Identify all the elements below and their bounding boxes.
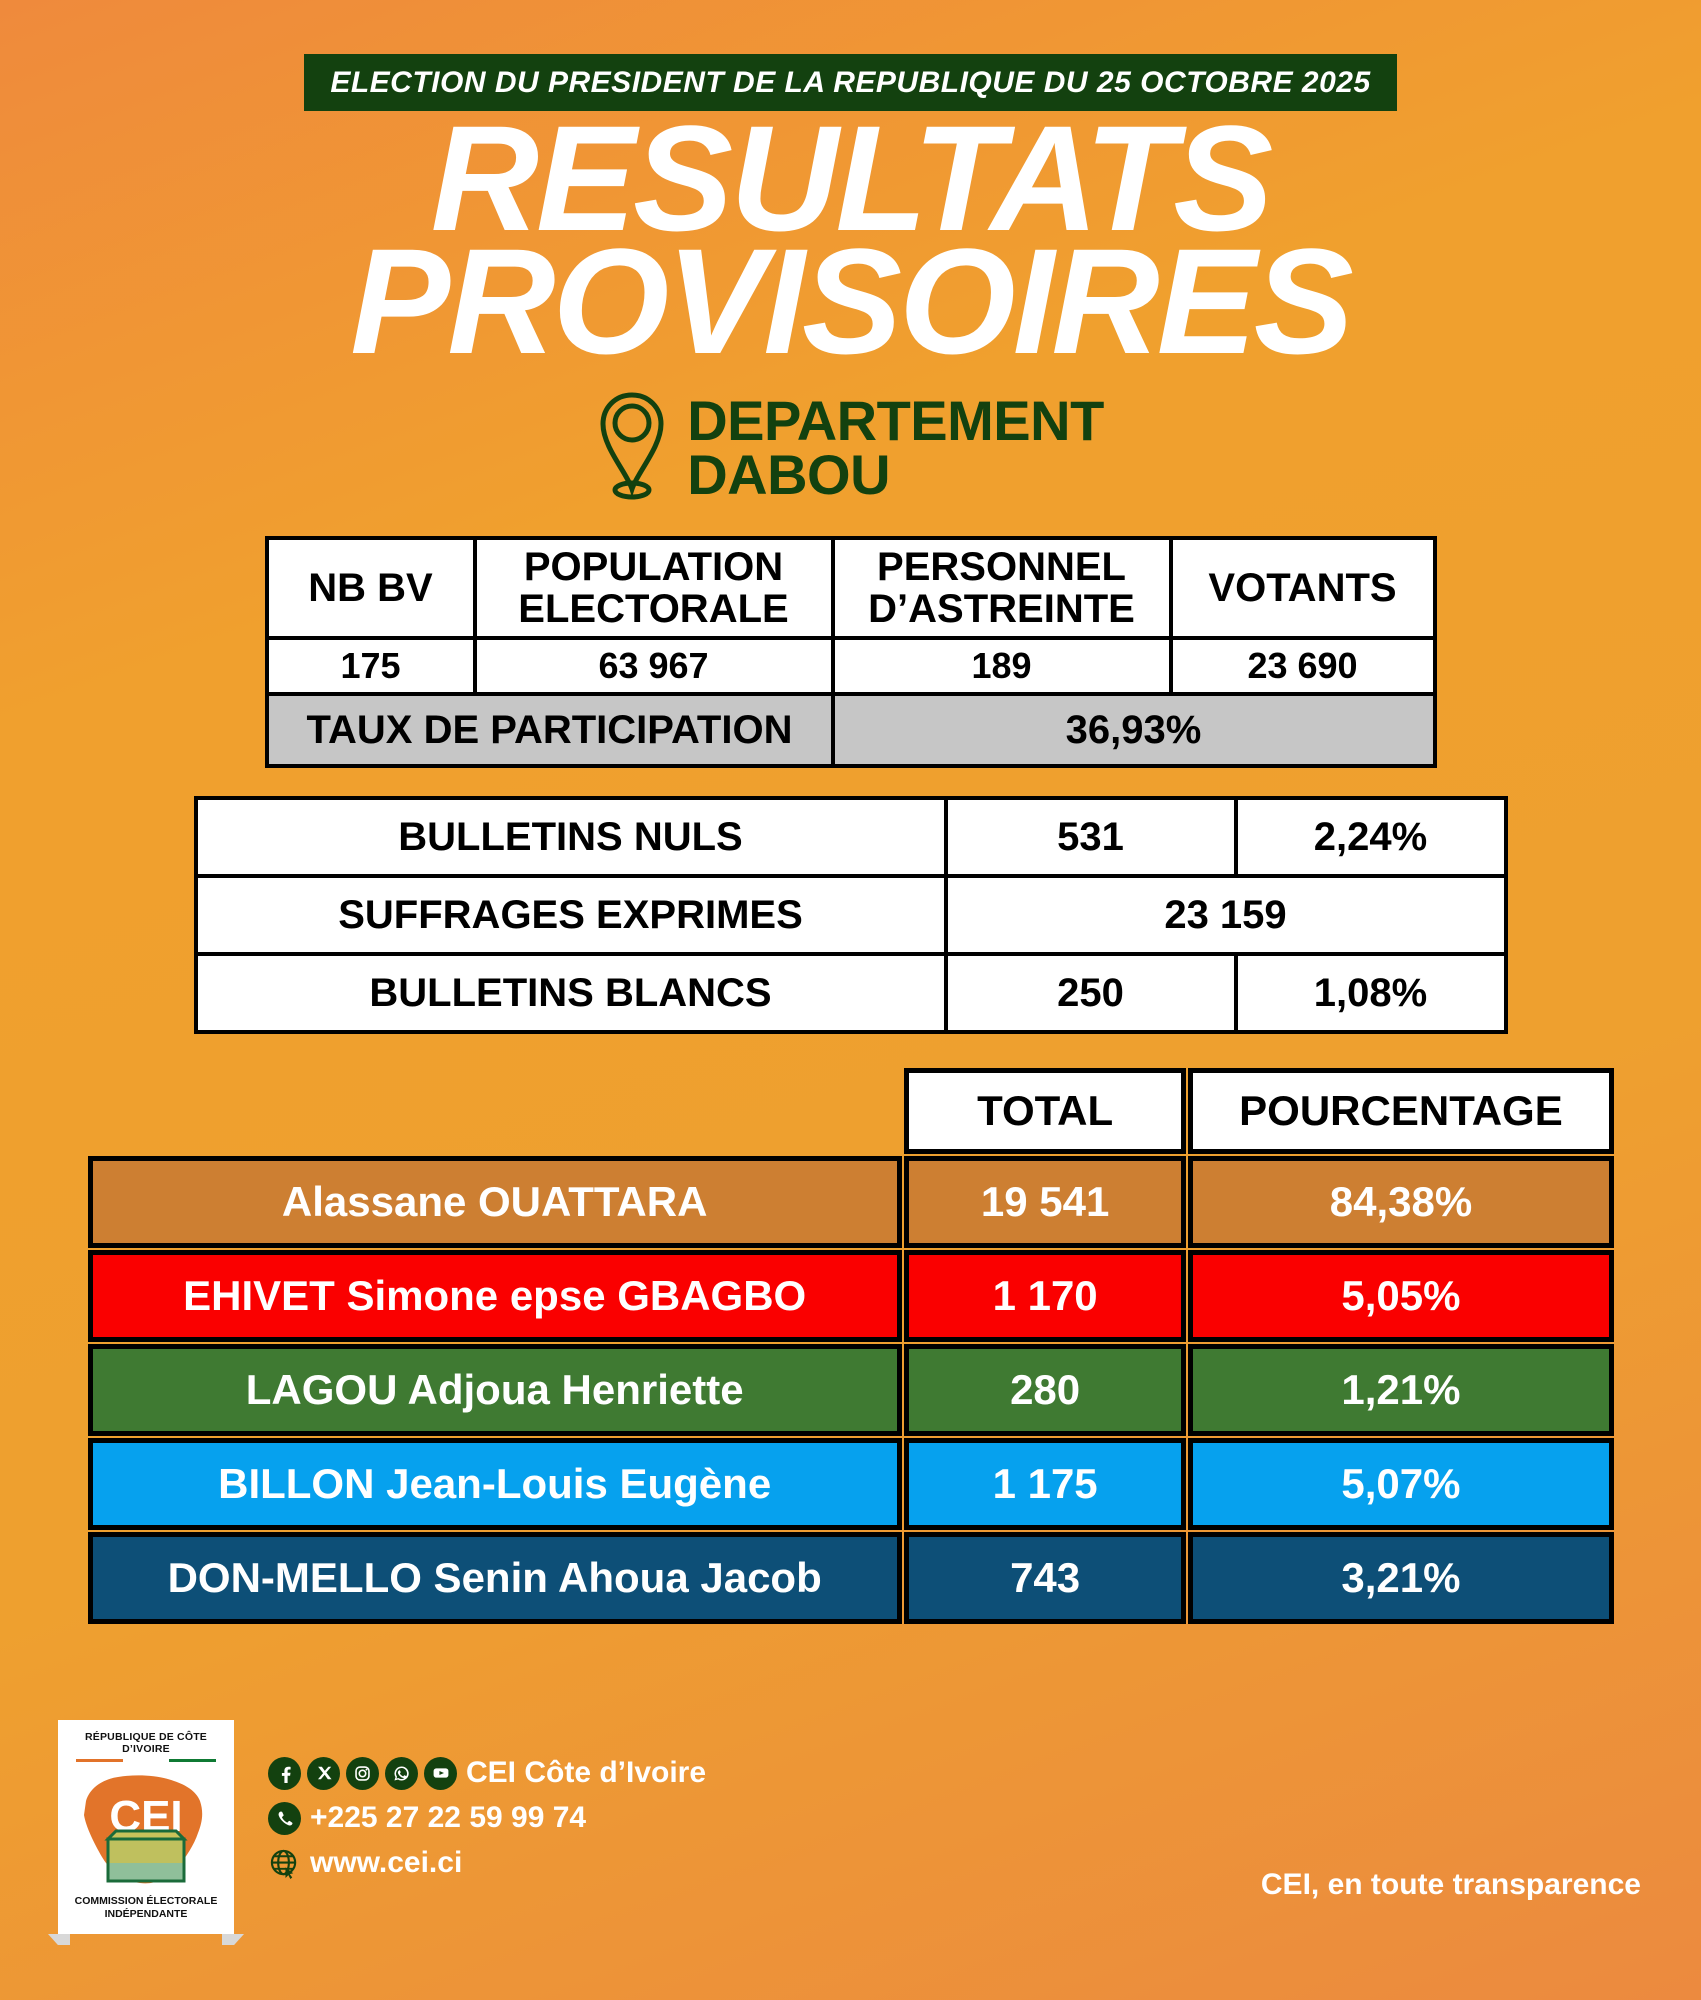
department-heading: DEPARTEMENT DABOU: [0, 389, 1701, 506]
phone-number: +225 27 22 59 99 74: [310, 1801, 587, 1834]
candidate-name: LAGOU Adjoua Henriette: [87, 1344, 902, 1436]
header-personnel-astreinte: PERSONNEL D’ASTREINTE: [830, 536, 1173, 640]
cei-logo: RÉPUBLIQUE DE CÔTE D’IVOIRE CEI COMMISSI…: [48, 1720, 244, 1945]
page-title: RESULTATS PROVISOIRES: [0, 103, 1701, 385]
youtube-icon[interactable]: [424, 1756, 457, 1790]
ballots-section: BULLETINS NULS 531 2,24% SUFFRAGES EXPRI…: [0, 796, 1701, 1034]
logo-commission-line1: COMMISSION ÉLECTORALE: [74, 1895, 218, 1907]
summary-stats-table: NB BV POPULATION ELECTORALE PERSONNEL D’…: [264, 536, 1437, 768]
table-row: SUFFRAGES EXPRIMES 23 159: [193, 874, 1508, 956]
table-row: BULLETINS BLANCS 250 1,08%: [193, 952, 1508, 1034]
title-line-2: PROVISOIRES: [350, 217, 1354, 385]
header-personnel-line2: D’ASTREINTE: [868, 587, 1135, 631]
social-row: CEI Côte d’Ivoire: [268, 1756, 706, 1790]
candidates-section: TOTAL POURCENTAGE Alassane OUATTARA 19 5…: [0, 1066, 1701, 1626]
label-bulletins-blancs: BULLETINS BLANCS: [193, 952, 948, 1034]
instagram-icon[interactable]: [346, 1756, 379, 1790]
page-header: ELECTION DU PRESIDENT DE LA REPUBLIQUE D…: [0, 0, 1701, 385]
candidate-name: BILLON Jean-Louis Eugène: [87, 1438, 902, 1530]
whatsapp-icon[interactable]: [385, 1756, 418, 1790]
table-row: EHIVET Simone epse GBAGBO 1 170 5,05%: [87, 1250, 1614, 1342]
count-suffrages-exprimes: 23 159: [943, 874, 1508, 956]
header-population-line2: ELECTORALE: [518, 587, 789, 631]
table-row: NB BV POPULATION ELECTORALE PERSONNEL D’…: [264, 536, 1437, 640]
globe-icon[interactable]: [268, 1847, 301, 1880]
table-row: LAGOU Adjoua Henriette 280 1,21%: [87, 1344, 1614, 1436]
candidate-total: 280: [903, 1344, 1187, 1436]
candidate-name: DON-MELLO Senin Ahoua Jacob: [87, 1532, 902, 1624]
percent-bulletins-nuls: 2,24%: [1233, 796, 1508, 878]
header-total: TOTAL: [903, 1068, 1187, 1154]
candidates-header-row: TOTAL POURCENTAGE: [88, 1068, 1614, 1154]
logo-commission-text: COMMISSION ÉLECTORALE INDÉPENDANTE: [66, 1895, 226, 1920]
contact-block: CEI Côte d’Ivoire +225 27 22 59 99 74 ww…: [268, 1720, 706, 1891]
website-row: www.cei.ci: [268, 1846, 706, 1880]
social-icons: [268, 1756, 457, 1790]
logo-stand: [48, 1934, 244, 1945]
x-twitter-icon[interactable]: [307, 1756, 340, 1790]
summary-stats-section: NB BV POPULATION ELECTORALE PERSONNEL D’…: [0, 536, 1701, 768]
page-footer: RÉPUBLIQUE DE CÔTE D’IVOIRE CEI COMMISSI…: [0, 1700, 1701, 2000]
candidate-percent: 5,05%: [1188, 1250, 1614, 1342]
label-suffrages-exprimes: SUFFRAGES EXPRIMES: [193, 874, 948, 956]
logo-commission-line2: INDÉPENDANTE: [104, 1907, 188, 1920]
value-nb-bv: 175: [264, 636, 477, 696]
candidate-name: EHIVET Simone epse GBAGBO: [87, 1250, 902, 1342]
value-taux-participation: 36,93%: [830, 692, 1437, 768]
department-name: DEPARTEMENT DABOU: [687, 389, 1104, 506]
table-row: Alassane OUATTARA 19 541 84,38%: [87, 1156, 1614, 1248]
label-bulletins-nuls: BULLETINS NULS: [193, 796, 948, 878]
logo-flag-rule: [76, 1759, 217, 1762]
header-personnel-line1: PERSONNEL: [877, 545, 1126, 589]
candidate-total: 19 541: [903, 1156, 1187, 1248]
ballots-table: BULLETINS NULS 531 2,24% SUFFRAGES EXPRI…: [193, 796, 1508, 1034]
title-line-1: RESULTATS: [430, 94, 1274, 262]
website-url: www.cei.ci: [310, 1846, 463, 1879]
value-population-electorale: 63 967: [472, 636, 835, 696]
social-handle: CEI Côte d’Ivoire: [466, 1756, 707, 1789]
percent-bulletins-blancs: 1,08%: [1233, 952, 1508, 1034]
header-spacer: [88, 1068, 902, 1154]
header-population-electorale: POPULATION ELECTORALE: [472, 536, 835, 640]
header-population-line1: POPULATION: [523, 545, 784, 589]
ivory-coast-map-icon: CEI: [66, 1765, 226, 1893]
candidate-percent: 1,21%: [1188, 1344, 1614, 1436]
count-bulletins-blancs: 250: [943, 952, 1238, 1034]
candidate-total: 1 175: [903, 1438, 1187, 1530]
candidates-table: TOTAL POURCENTAGE Alassane OUATTARA 19 5…: [86, 1066, 1616, 1626]
department-value: DABOU: [687, 442, 891, 506]
candidate-percent: 5,07%: [1188, 1438, 1614, 1530]
table-row: BILLON Jean-Louis Eugène 1 175 5,07%: [87, 1438, 1614, 1530]
value-votants: 23 690: [1168, 636, 1437, 696]
table-row: DON-MELLO Senin Ahoua Jacob 743 3,21%: [87, 1532, 1614, 1624]
table-row: TAUX DE PARTICIPATION 36,93%: [264, 692, 1437, 768]
candidate-percent: 3,21%: [1188, 1532, 1614, 1624]
candidate-total: 1 170: [903, 1250, 1187, 1342]
count-bulletins-nuls: 531: [943, 796, 1238, 878]
header-pourcentage: POURCENTAGE: [1188, 1068, 1614, 1154]
table-row: 175 63 967 189 23 690: [264, 636, 1437, 696]
header-votants: VOTANTS: [1168, 536, 1437, 640]
phone-row: +225 27 22 59 99 74: [268, 1801, 706, 1835]
table-row: BULLETINS NULS 531 2,24%: [193, 796, 1508, 878]
candidate-name: Alassane OUATTARA: [87, 1156, 902, 1248]
location-pin-icon: [597, 389, 667, 506]
facebook-icon[interactable]: [268, 1756, 301, 1790]
label-taux-participation: TAUX DE PARTICIPATION: [264, 692, 835, 768]
department-label: DEPARTEMENT: [687, 389, 1104, 453]
footer-tagline: CEI, en toute transparence: [1260, 1868, 1641, 1901]
candidate-total: 743: [903, 1532, 1187, 1624]
header-nb-bv: NB BV: [264, 536, 477, 640]
phone-icon[interactable]: [268, 1801, 301, 1835]
value-personnel-astreinte: 189: [830, 636, 1173, 696]
election-banner: ELECTION DU PRESIDENT DE LA REPUBLIQUE D…: [304, 54, 1397, 111]
candidate-percent: 84,38%: [1188, 1156, 1614, 1248]
logo-republic-text: RÉPUBLIQUE DE CÔTE D’IVOIRE: [84, 1731, 208, 1755]
